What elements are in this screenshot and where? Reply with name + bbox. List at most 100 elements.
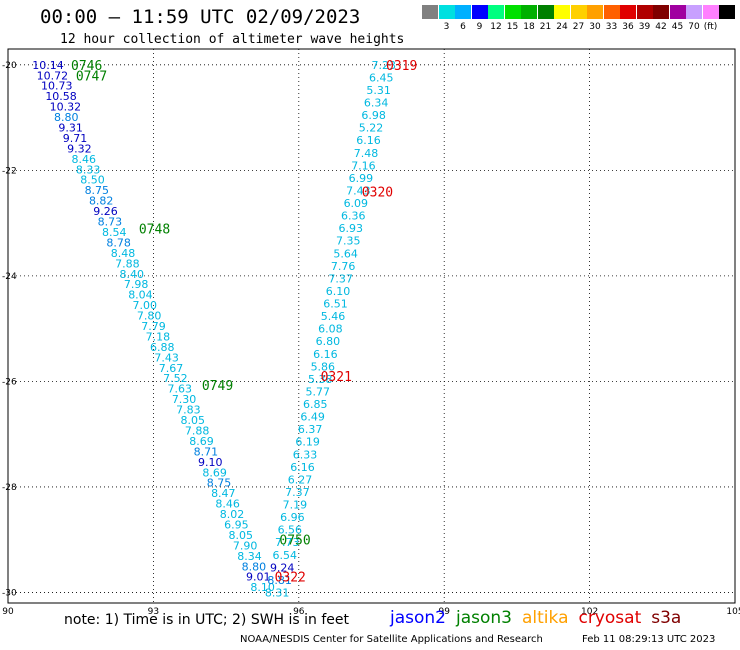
swh-value-right-track: 7.19: [283, 499, 308, 512]
color-scale-label: 36: [622, 22, 634, 32]
color-swatch: [570, 5, 587, 19]
swh-value-left-track: 9.10: [198, 456, 223, 469]
color-scale-label: 24: [556, 22, 568, 32]
swh-value-right-track: 7.48: [354, 147, 379, 160]
color-swatch: [521, 5, 537, 19]
swh-value-left-track: 7.80: [137, 310, 162, 323]
pass-time-label: 0320: [362, 185, 393, 200]
swh-value-left-track: 8.78: [106, 236, 130, 249]
swh-value-left-track: 8.80: [54, 111, 79, 124]
swh-value-right-track: 7.23: [372, 59, 397, 72]
color-scale-label: 39: [638, 22, 651, 32]
swh-value-left-track: 9.26: [93, 205, 118, 218]
y-tick-label: -26: [2, 377, 17, 387]
swh-value-left-track: 7.88: [185, 424, 210, 437]
swh-value-right-track: 6.16: [313, 348, 338, 361]
x-tick-label: 93: [148, 607, 159, 617]
swh-value-left-track: 8.54: [102, 226, 127, 239]
swh-value-left-track: 7.00: [133, 299, 158, 312]
color-scale-label: 9: [476, 22, 483, 32]
swh-value-left-track: 10.32: [50, 101, 82, 114]
x-tick-label: 102: [581, 607, 598, 617]
swh-value-left-track: 8.82: [89, 195, 114, 208]
page-title: 00:00 – 11:59 UTC 02/09/2023: [40, 6, 361, 28]
swh-value-left-track: 8.40: [119, 268, 143, 281]
color-swatch: [702, 5, 719, 19]
y-tick-label: -28: [2, 483, 17, 493]
swh-value-right-track: 6.98: [361, 109, 386, 122]
page-subtitle: 12 hour collection of altimeter wave hei…: [60, 32, 405, 47]
pass-time-label: 0321: [321, 370, 352, 385]
swh-value-right-track: 6.19: [295, 436, 320, 449]
legend-jason2: jason2: [390, 608, 446, 628]
pass-time-label: 0319: [386, 59, 417, 74]
color-scale-label: (ft): [703, 22, 718, 32]
swh-value-right-track: 6.16: [290, 461, 315, 474]
credit-line: NOAA/NESDIS Center for Satellite Applica…: [240, 634, 543, 645]
color-scale-label: 27: [572, 22, 585, 32]
legend-altika: altika: [522, 608, 569, 628]
swh-value-right-track: 7.37: [328, 272, 353, 285]
swh-value-right-track: 7.76: [331, 260, 356, 273]
swh-value-right-track: 6.80: [316, 335, 341, 348]
swh-value-right-track: 6.34: [364, 97, 389, 110]
color-scale-label: 30: [589, 22, 601, 32]
swh-value-left-track: 8.04: [128, 289, 153, 302]
color-scale-label: 15: [506, 22, 519, 32]
swh-value-right-track: 6.49: [300, 411, 325, 424]
swh-value-right-track: 6.09: [344, 197, 369, 210]
swh-value-left-track: 9.32: [67, 142, 92, 155]
pass-time-label: 0750: [279, 534, 310, 549]
color-swatch: [653, 5, 669, 19]
swh-value-right-track: 6.54: [272, 549, 297, 562]
color-swatch: [554, 5, 570, 19]
swh-value-left-track: 7.98: [124, 278, 148, 291]
swh-value-left-track: 8.69: [202, 466, 227, 479]
swh-value-left-track: 9.71: [63, 132, 88, 145]
color-scale-label: 70: [688, 22, 700, 32]
color-swatch: [603, 5, 620, 19]
swh-value-left-track: 8.02: [220, 508, 245, 521]
color-scale-label: 42: [655, 22, 667, 32]
swh-value-left-track: 7.63: [167, 383, 192, 396]
swh-value-left-track: 8.80: [242, 560, 266, 573]
swh-value-right-track: 6.37: [298, 423, 323, 436]
color-swatch: [488, 5, 504, 19]
color-scale-label: 6: [460, 22, 466, 32]
swh-value-left-track: 6.95: [224, 518, 249, 531]
y-tick-label: -22: [2, 166, 17, 176]
swh-value-left-track: 8.48: [111, 247, 135, 260]
swh-value-left-track: 8.50: [80, 174, 105, 187]
swh-value-right-track: 7.43: [346, 184, 371, 197]
swh-value-right-track: 6.27: [288, 473, 313, 486]
swh-value-left-track: 8.34: [237, 550, 261, 563]
swh-value-right-track: 7.37: [285, 486, 310, 499]
color-swatch: [669, 5, 686, 19]
swh-value-left-track: 8.73: [98, 216, 123, 229]
swh-value-left-track: 10.73: [41, 80, 73, 93]
color-swatch: [422, 5, 438, 19]
swh-value-right-track: 6.51: [323, 298, 348, 311]
footer-note: note: 1) Time is in UTC; 2) SWH is in fe…: [64, 612, 350, 628]
swh-value-left-track: 8.05: [181, 414, 206, 427]
swh-value-right-track: 6.16: [356, 134, 381, 147]
swh-value-left-track: 8.46: [215, 498, 240, 511]
swh-value-left-track: 7.90: [233, 539, 257, 552]
pass-time-label: 0322: [275, 571, 306, 586]
swh-value-left-track: 8.05: [229, 529, 254, 542]
swh-value-right-track: 8.31: [265, 586, 290, 599]
color-swatch: [504, 5, 521, 19]
swh-value-right-track: 5.22: [359, 122, 384, 135]
color-swatch: [719, 5, 735, 19]
swh-value-left-track: 7.30: [172, 393, 197, 406]
x-tick-label: 105: [726, 607, 740, 617]
swh-value-left-track: 8.75: [85, 184, 110, 197]
swh-value-right-track: 5.46: [321, 310, 346, 323]
color-scale-label: 33: [605, 22, 618, 32]
swh-value-right-track: 6.08: [318, 323, 343, 336]
satellite-legend: jason2 jason3 altika cryosat s3a: [390, 608, 691, 628]
swh-value-left-track: 7.67: [159, 362, 184, 375]
color-swatch: [587, 5, 603, 19]
x-tick-label: 96: [293, 607, 305, 617]
